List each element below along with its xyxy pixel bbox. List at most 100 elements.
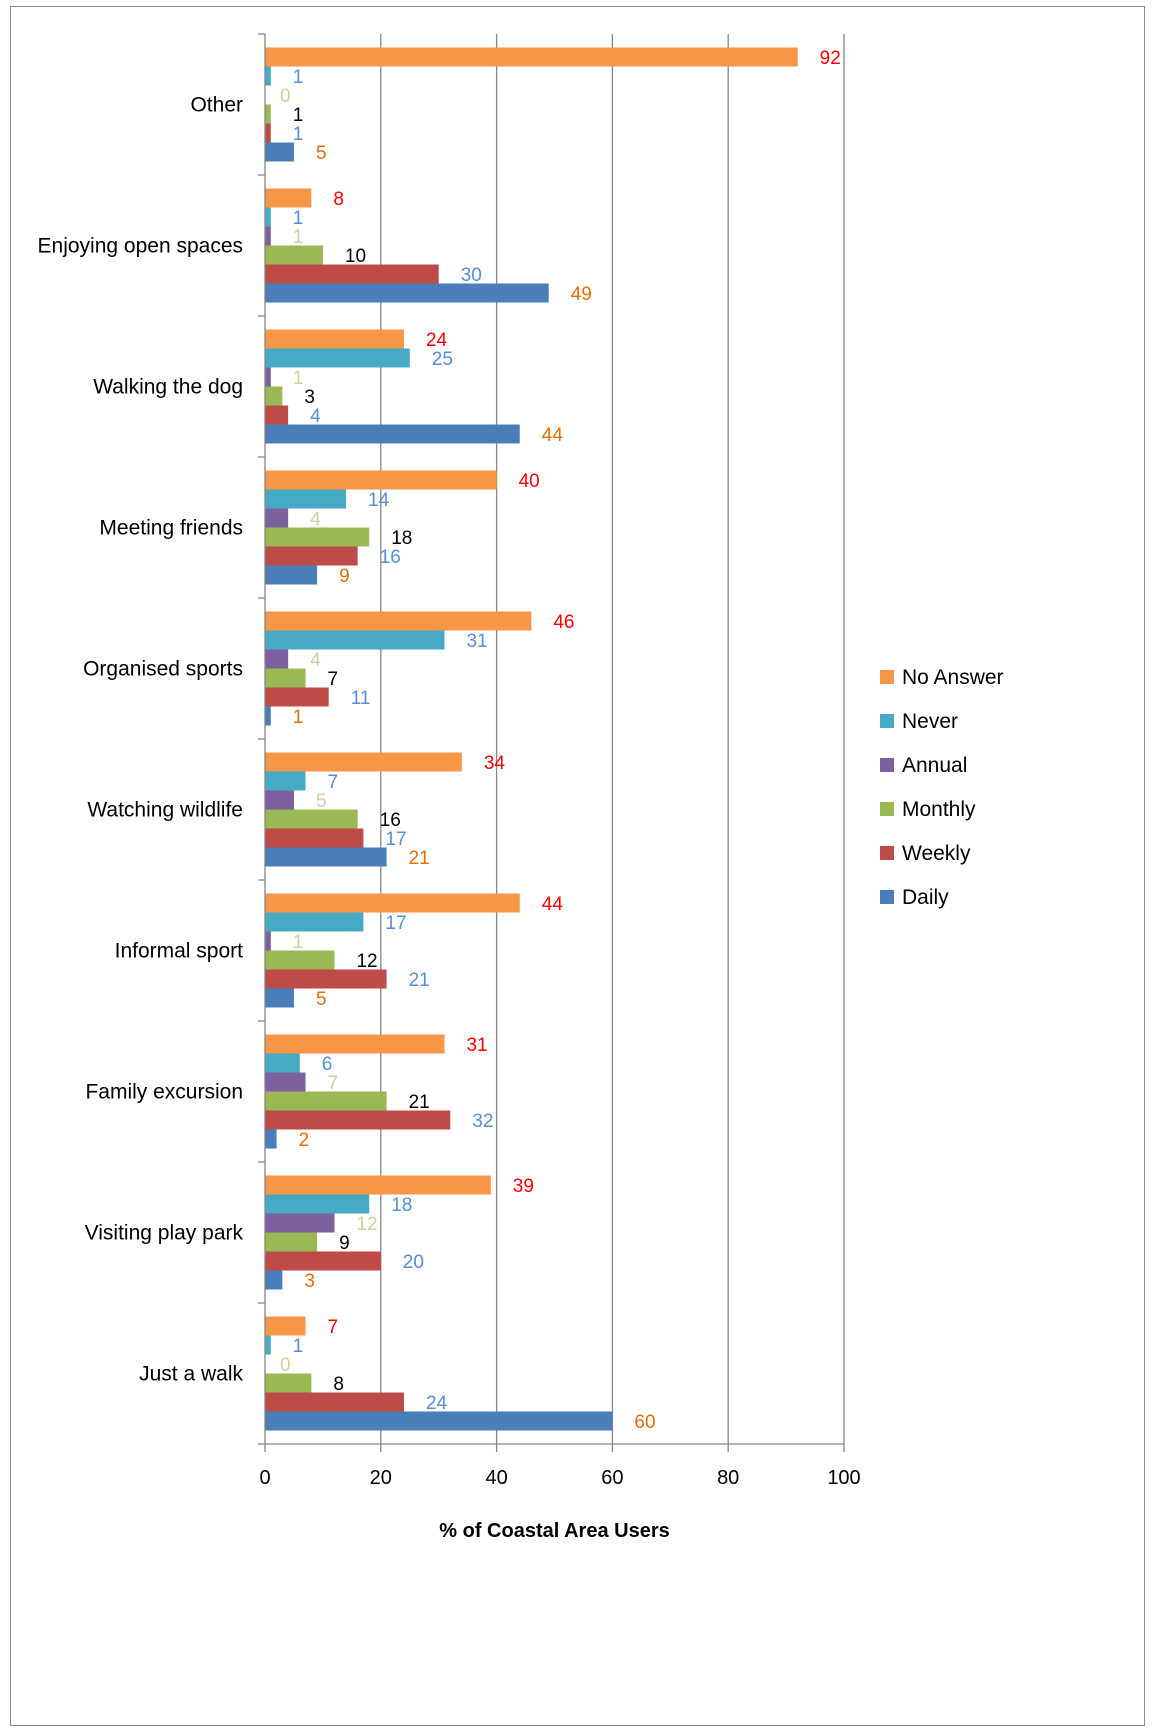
data-label: 5 [316,791,327,812]
bar-monthly [265,1232,318,1252]
bar-weekly [265,969,387,989]
bar-annual [265,367,271,387]
data-labels: 6024801732091218392322176315211211744211… [280,48,841,1433]
bar-daily [265,565,318,585]
x-tick-label: 80 [717,1467,739,1489]
category-label: Enjoying open spaces [38,235,243,258]
data-label: 7 [328,669,339,690]
data-label: 17 [385,913,406,934]
category-label: Family excursion [85,1081,243,1104]
x-tick-label: 0 [259,1467,270,1489]
data-label: 8 [333,1374,344,1395]
bars [265,47,798,1431]
bar-daily [265,1129,277,1149]
x-axis-title: % of Coastal Area Users [439,1520,669,1542]
data-label: 1 [293,105,304,126]
bar-monthly [265,104,271,124]
data-label: 92 [820,48,841,69]
data-label: 9 [339,1233,350,1254]
legend-label: Never [902,710,958,733]
data-label: 16 [380,810,401,831]
legend-swatch [880,714,894,728]
bar-no-answer [265,893,520,913]
bar-never [265,1335,271,1355]
data-label: 25 [432,349,453,370]
data-label: 1 [293,932,304,953]
bar-weekly [265,546,358,566]
category-label: Organised sports [83,658,243,681]
legend-swatch [880,758,894,772]
bar-never [265,1194,370,1214]
bar-annual [265,649,289,669]
x-tick-label: 40 [485,1467,507,1489]
data-label: 12 [356,951,377,972]
category-label: Informal sport [115,940,244,963]
data-label: 30 [461,265,482,286]
bar-daily [265,424,520,444]
bar-never [265,630,445,650]
bar-annual [265,1072,306,1092]
legend-label: Monthly [902,798,976,821]
data-label: 16 [380,547,401,568]
legend-swatch [880,846,894,860]
x-tick-label: 20 [370,1467,392,1489]
bar-monthly [265,527,370,547]
bar-weekly [265,828,364,848]
data-label: 7 [328,1317,339,1338]
data-label: 2 [299,1130,310,1151]
data-label: 46 [553,612,574,633]
gridlines [380,34,845,1444]
data-label: 6 [322,1054,333,1075]
bar-never [265,207,271,227]
bar-monthly [265,386,283,406]
data-label: 24 [426,1393,448,1414]
bar-weekly [265,123,271,143]
data-label: 49 [571,284,592,305]
legend-label: Weekly [902,842,971,865]
category-label: Walking the dog [93,376,243,399]
bar-no-answer [265,470,497,490]
legend-swatch [880,890,894,904]
bar-no-answer [265,1316,306,1336]
data-label: 5 [316,143,327,164]
data-label: 5 [316,989,327,1010]
legend-label: Annual [902,754,967,777]
data-label: 1 [293,368,304,389]
data-label: 4 [310,406,321,427]
data-label: 21 [409,848,430,869]
data-label: 18 [391,528,412,549]
bar-daily [265,847,387,867]
data-label: 4 [310,650,321,671]
bar-never [265,489,347,509]
legend-swatch [880,670,894,684]
category-label: Just a walk [139,1363,243,1386]
category-labels: Just a walk Visiting play park Family excu… [38,94,244,1386]
bar-no-answer [265,329,404,349]
bar-never [265,66,271,86]
data-label: 1 [293,1336,304,1357]
bar-no-answer [265,188,312,208]
data-label: 3 [304,1271,315,1292]
legend: No Answer Never Annual Monthly Weekly Daily [880,666,1004,909]
bar-never [265,912,364,932]
data-label: 31 [466,1035,487,1056]
bar-never [265,1053,300,1073]
data-label: 1 [293,67,304,88]
data-label: 3 [304,387,315,408]
bar-daily [265,1411,613,1431]
bar-annual [265,931,271,951]
bar-annual [265,226,271,246]
bar-no-answer [265,611,532,631]
data-label: 21 [409,1092,430,1113]
bar-weekly [265,1251,381,1271]
data-label: 1 [293,707,304,728]
bar-weekly [265,1392,404,1412]
data-label: 11 [351,688,371,709]
category-label: Other [190,94,243,117]
category-label: Watching wildlife [87,799,243,822]
bar-monthly [265,245,323,265]
category-label: Visiting play park [85,1222,244,1245]
bar-monthly [265,1373,312,1393]
bar-monthly [265,950,335,970]
data-label: 7 [328,1073,339,1094]
